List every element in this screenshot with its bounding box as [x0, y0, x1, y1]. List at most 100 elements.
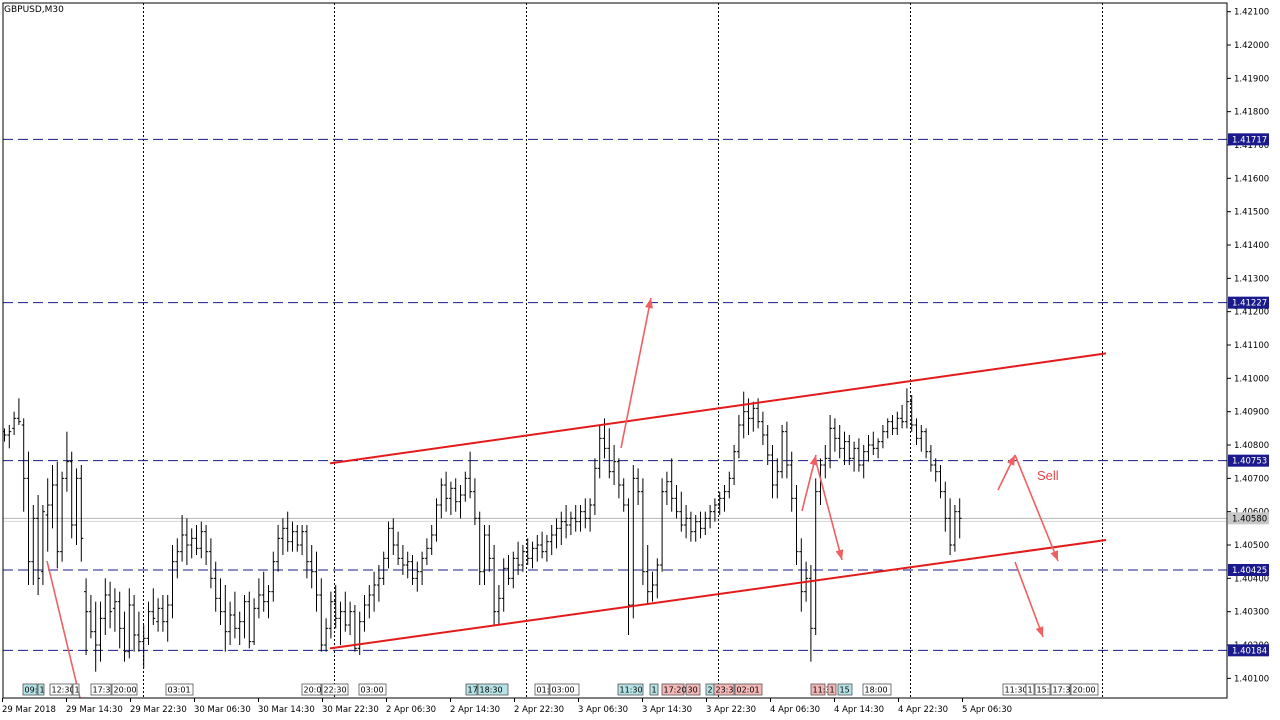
time-marker: [22, 683, 38, 696]
time-marker: [90, 683, 112, 696]
arrow-head: [645, 298, 653, 309]
x-tick-label: 29 Mar 2018: [2, 705, 56, 715]
x-tick-label: 5 Apr 06:30: [962, 705, 1012, 715]
y-tick-label: 1.41100: [1234, 341, 1269, 351]
time-marker-label: 1: [652, 686, 657, 695]
time-marker: [1050, 683, 1071, 696]
y-tick-label: 1.40700: [1234, 474, 1269, 484]
time-marker-label: 11:30: [620, 686, 643, 695]
channel-line: [329, 539, 1107, 650]
x-tick-label: 2 Apr 14:30: [450, 705, 500, 715]
time-marker: [649, 683, 659, 696]
time-marker: [837, 683, 853, 696]
time-marker: [1034, 683, 1051, 696]
current-price-tag: [1228, 512, 1269, 525]
x-tick-label: 30 Mar 14:30: [258, 705, 315, 715]
time-marker: [827, 683, 837, 696]
level-price-label: 1.41227: [1232, 299, 1267, 309]
y-tick-label: 1.40300: [1234, 608, 1269, 618]
time-marker: [477, 683, 509, 696]
time-marker-label: 15:: [1037, 686, 1050, 695]
x-tick-label: 4 Apr 06:30: [770, 705, 820, 715]
x-tick-label: 4 Apr 22:30: [898, 705, 948, 715]
arrow-head: [1050, 550, 1058, 561]
y-tick-label: 1.41300: [1234, 274, 1269, 284]
horizontal-levels: [3, 138, 1227, 651]
time-marker-label: 02:01: [737, 686, 760, 695]
time-marker: [713, 683, 735, 696]
time-marker-label: 20:00: [1073, 686, 1096, 695]
y-tick-label: 1.41000: [1234, 374, 1269, 384]
time-marker: [358, 683, 387, 696]
arrow-line: [46, 560, 81, 699]
time-marker-label: 23:3: [716, 686, 734, 695]
time-marker-label: 11:30: [1005, 686, 1028, 695]
time-marker-label: 1: [830, 686, 835, 695]
time-marker: [301, 683, 322, 696]
time-marker-label: 30: [688, 686, 698, 695]
channel-line: [329, 352, 1107, 465]
time-marker-label: 12:30: [52, 686, 75, 695]
x-tick-label: 3 Apr 14:30: [642, 705, 692, 715]
time-marker-label: 03:00: [552, 686, 575, 695]
time-marker: [734, 683, 763, 696]
plot-frame: [2, 2, 1228, 699]
level-price-label: 1.40753: [1232, 457, 1267, 467]
y-tick-label: 1.41500: [1234, 208, 1269, 218]
y-tick-label: 1.41200: [1234, 308, 1269, 318]
y-tick-label: 1.41800: [1234, 108, 1269, 118]
time-marker-label: 20:0: [304, 686, 322, 695]
time-marker-label: 18:30: [480, 686, 503, 695]
time-marker-label: 17: [468, 686, 478, 695]
arrow-head: [1007, 455, 1015, 466]
level-price-tag: [1228, 296, 1269, 309]
time-marker-label: 09:0: [25, 686, 43, 695]
time-marker: [321, 683, 349, 696]
time-marker: [862, 683, 892, 696]
annotation-sell: Sell: [1037, 468, 1059, 483]
time-marker-label: 1: [75, 686, 80, 695]
arrow-line: [1014, 561, 1044, 638]
time-marker-label: 18:00: [865, 686, 888, 695]
time-marker-label: 03:01: [168, 686, 191, 695]
time-marker-label: 20:00: [114, 686, 137, 695]
time-marker: [37, 683, 45, 696]
x-tick-label: 29 Mar 14:30: [66, 705, 123, 715]
time-marker: [1070, 683, 1099, 696]
x-tick-label: 2 Apr 22:30: [514, 705, 564, 715]
x-tick-label: 29 Mar 22:30: [130, 705, 187, 715]
chart-title: GBPUSD,M30: [4, 5, 64, 15]
time-markers: 09:01 12:30 1 17:3 20:00 03:01 20:0 22:30 03:00 1…: [22, 683, 1099, 696]
time-marker: [549, 683, 580, 696]
x-tick-label: 30 Mar 06:30: [194, 705, 251, 715]
time-marker: [72, 683, 80, 696]
level-price-label: 1.40184: [1232, 646, 1267, 656]
level-price-tag: [1228, 454, 1269, 467]
time-marker-label: 03:00: [361, 686, 384, 695]
time-marker: [165, 683, 194, 696]
time-marker: [49, 683, 73, 696]
time-marker-label: 15: [840, 686, 850, 695]
time-marker-label: 22:30: [324, 686, 347, 695]
time-marker: [111, 683, 138, 696]
y-tick-label: 1.40400: [1234, 574, 1269, 584]
candles: [2, 388, 962, 672]
time-marker: [617, 683, 644, 696]
channel-lines: [329, 352, 1107, 650]
y-tick-label: 1.41900: [1234, 74, 1269, 84]
time-marker: [465, 683, 478, 696]
y-tick-label: 1.42100: [1234, 8, 1269, 18]
time-marker: [534, 683, 550, 696]
time-marker-label: 17:20: [664, 686, 687, 695]
time-marker: [661, 683, 685, 696]
arrow-line: [620, 297, 652, 449]
arrow-line: [814, 457, 843, 561]
arrow-head: [835, 549, 844, 560]
time-marker-label: 17:3: [1053, 686, 1071, 695]
level-price-label: 1.40425: [1232, 566, 1267, 576]
y-tick-label: 1.40100: [1234, 674, 1269, 684]
y-tick-label: 1.41600: [1234, 174, 1269, 184]
current-price-label: 1.40580: [1232, 514, 1267, 524]
